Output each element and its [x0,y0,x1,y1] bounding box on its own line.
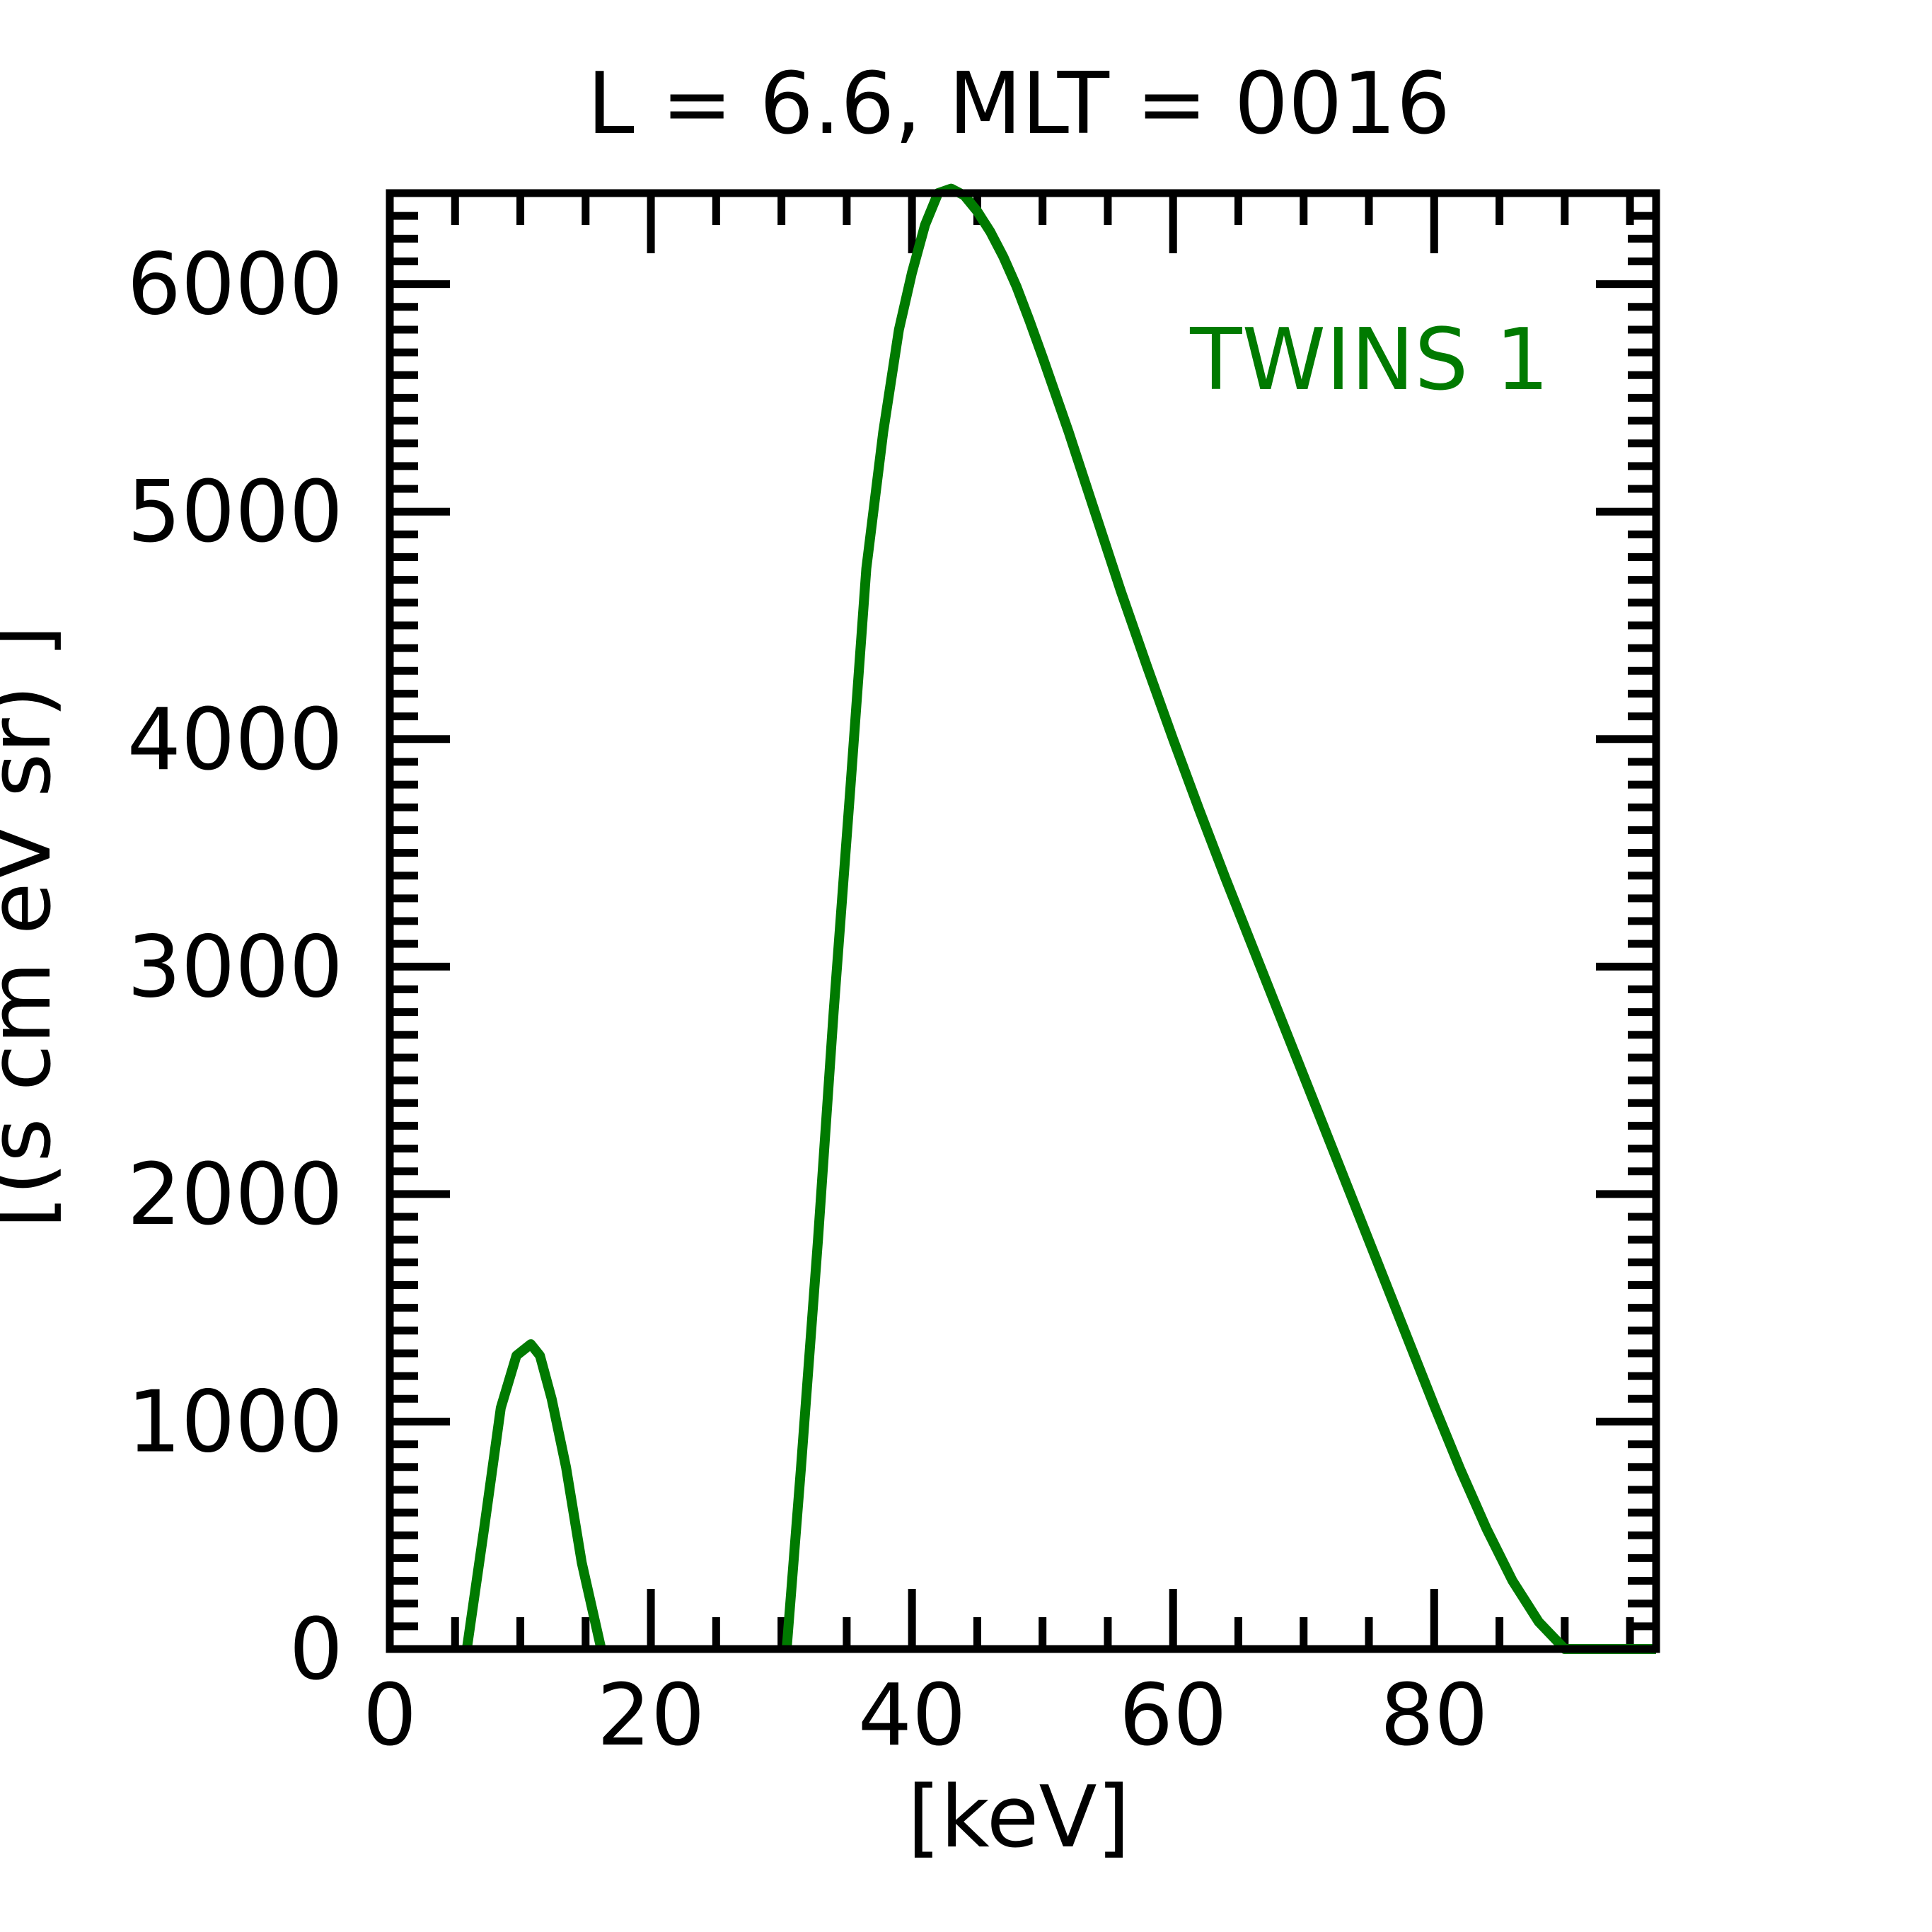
y-tick-label: 1000 [127,1373,343,1471]
y-tick-label: 4000 [127,691,343,789]
y-tick-label: 6000 [127,236,343,335]
x-tick-label: 20 [597,1667,705,1765]
y-axis-label: [(s cm eV sr) ] [0,625,70,1228]
x-tick-label: 60 [1119,1667,1227,1765]
y-tick-label: 0 [289,1601,343,1699]
series-line-twins-1-segment-2 [782,183,1656,1654]
y-tick-label: 3000 [127,918,343,1017]
legend-label-twins-1: TWINS 1 [1189,311,1549,410]
major-ticks [386,193,1656,1653]
x-tick-label: 40 [858,1667,966,1765]
series-line-twins-1-segment-1 [461,1339,606,1650]
tick-labels: 0 20 40 60 80 0 1000 2000 3000 4000 5000 6000 [127,236,1488,1765]
y-tick-label: 5000 [127,463,343,562]
plot-frame [386,189,1660,1653]
minor-ticks [390,193,1656,1649]
x-axis-label: [keV] [908,1769,1130,1867]
series-layer [461,183,1656,1654]
y-tick-label: 2000 [127,1146,343,1244]
chart-title: L = 6.6, MLT = 0016 [587,55,1450,154]
x-tick-label: 80 [1380,1667,1488,1765]
x-tick-label: 0 [363,1667,417,1765]
